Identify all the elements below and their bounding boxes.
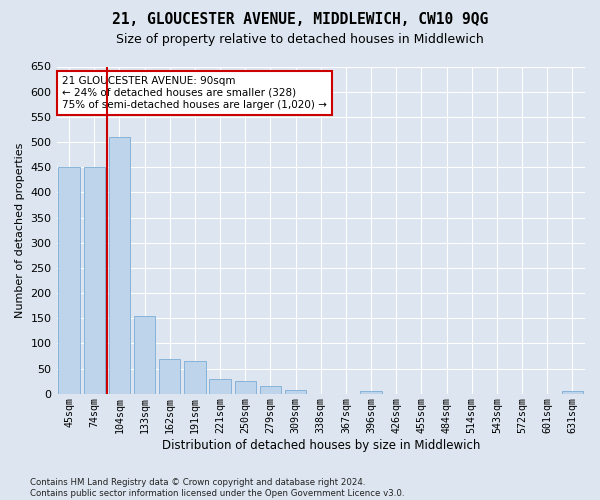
X-axis label: Distribution of detached houses by size in Middlewich: Distribution of detached houses by size … bbox=[161, 440, 480, 452]
Bar bbox=[58, 167, 80, 394]
Y-axis label: Number of detached properties: Number of detached properties bbox=[15, 142, 25, 318]
Bar bbox=[235, 381, 256, 394]
Bar bbox=[109, 137, 130, 394]
Bar bbox=[159, 358, 181, 394]
Bar bbox=[285, 390, 307, 394]
Bar bbox=[209, 378, 231, 394]
Bar bbox=[361, 392, 382, 394]
Text: Contains HM Land Registry data © Crown copyright and database right 2024.
Contai: Contains HM Land Registry data © Crown c… bbox=[30, 478, 404, 498]
Text: 21 GLOUCESTER AVENUE: 90sqm
← 24% of detached houses are smaller (328)
75% of se: 21 GLOUCESTER AVENUE: 90sqm ← 24% of det… bbox=[62, 76, 327, 110]
Bar bbox=[260, 386, 281, 394]
Text: Size of property relative to detached houses in Middlewich: Size of property relative to detached ho… bbox=[116, 32, 484, 46]
Bar bbox=[83, 167, 105, 394]
Text: 21, GLOUCESTER AVENUE, MIDDLEWICH, CW10 9QG: 21, GLOUCESTER AVENUE, MIDDLEWICH, CW10 … bbox=[112, 12, 488, 28]
Bar bbox=[134, 316, 155, 394]
Bar bbox=[184, 361, 206, 394]
Bar bbox=[562, 392, 583, 394]
